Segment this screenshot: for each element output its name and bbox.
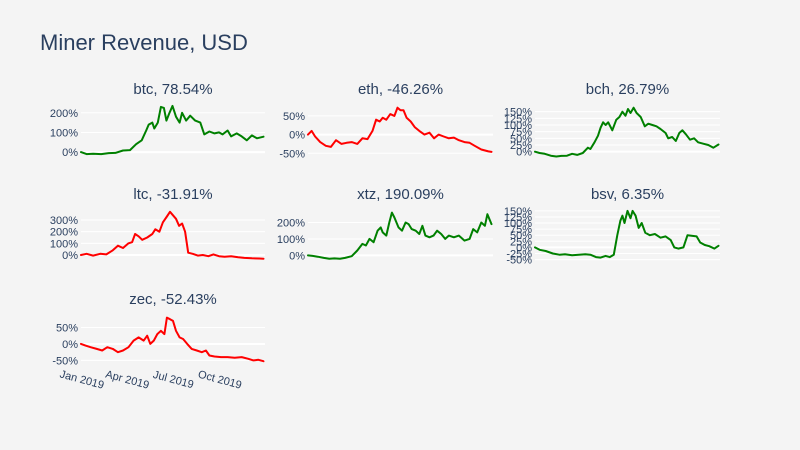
panel-bch: bch, 26.79% 0%25%50%75%100%125%150% [504,81,720,159]
y-tick-label: -50% [506,255,532,267]
panel-title-btc: btc, 78.54% [133,81,212,98]
panel-bsv: bsv, 6.35% -50%-25%0%25%50%75%100%125%150… [504,186,720,267]
y-tick-label: 25% [510,140,532,152]
y-tick-label: 125% [504,212,532,224]
y-tick-label: 0% [289,130,305,142]
y-tick-label: 125% [504,113,532,125]
series-line-xtz [307,211,493,260]
chart-title: Miner Revenue, USD [40,30,248,55]
y-tick-label: 75% [510,224,532,236]
series-line-bch [534,106,720,158]
series-line-zec [80,316,265,363]
y-tick-label: 0% [516,242,532,254]
panel-title-bsv: bsv, 6.35% [591,186,664,203]
y-tick-label: -25% [506,248,532,260]
y-tick-label: -50% [279,148,305,160]
y-tick-label: 100% [50,238,78,250]
panel-eth: eth, -46.26% -50% 0% 50% [279,81,493,160]
y-tick-label: 100% [504,120,532,132]
y-tick-label: 0% [62,147,78,159]
series-line-ltc [80,210,265,260]
panel-title-ltc: ltc, -31.91% [133,186,212,203]
series-line-eth [307,106,493,153]
panel-btc: btc, 78.54% 0% 100% 200% [50,81,265,159]
y-tick-label: 300% [50,215,78,227]
y-tick-label: 100% [504,218,532,230]
y-tick-label: 50% [510,133,532,145]
y-tick-label: 100% [277,234,305,246]
y-tick-label: 25% [510,236,532,248]
panel-title-eth: eth, -46.26% [358,81,443,98]
y-tick-label: 200% [50,108,78,120]
panel-title-zec: zec, -52.43% [129,291,217,308]
panel-ltc: ltc, -31.91% 0%100%200%300% [50,186,265,262]
y-tick-label: 200% [277,217,305,229]
y-tick-label: 50% [56,322,78,334]
panels: btc, 78.54%0%100%200%eth, -46.26%-50%0%5… [50,81,720,392]
y-tick-label: 0% [289,250,305,262]
y-tick-label: 0% [62,250,78,262]
series-line-btc [80,104,265,156]
y-tick-label: 100% [50,127,78,139]
panel-xtz: xtz, 190.09% 0% 100% 200% [277,186,493,262]
y-tick-label: 75% [510,127,532,139]
y-tick-label: 0% [516,147,532,159]
series-line-bsv [534,209,720,259]
y-tick-label: 200% [50,227,78,239]
y-tick-label: -50% [52,355,78,367]
y-tick-label: 50% [283,111,305,123]
y-tick-label: 150% [504,107,532,119]
panel-title-bch: bch, 26.79% [586,81,669,98]
panel-zec: zec, -52.43% -50% 0% 50% [52,291,265,367]
y-tick-label: 50% [510,230,532,242]
panel-title-xtz: xtz, 190.09% [357,186,444,203]
y-tick-label: 0% [62,339,78,351]
y-tick-label: 150% [504,206,532,218]
